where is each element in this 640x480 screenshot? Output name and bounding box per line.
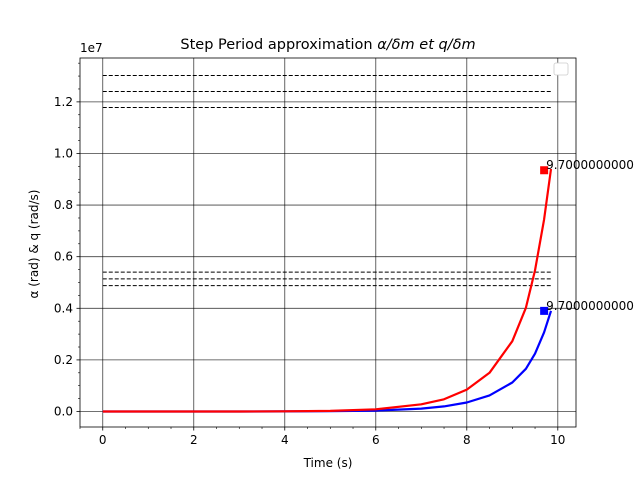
series-line-1 bbox=[102, 310, 553, 413]
legend-box bbox=[553, 62, 569, 76]
y-tick-label-5: 1.0 bbox=[54, 146, 73, 160]
x-tick-label-2: 4 bbox=[281, 433, 289, 447]
y-tick-label-6: 1.2 bbox=[54, 95, 73, 109]
marker-label-1: 9.7000000000 bbox=[546, 299, 634, 313]
marker-1 bbox=[540, 306, 549, 315]
series-line-0 bbox=[102, 168, 553, 413]
x-tick-label-0: 0 bbox=[99, 433, 107, 447]
x-tick-label-3: 6 bbox=[372, 433, 380, 447]
x-tick-label-1: 2 bbox=[190, 433, 198, 447]
chart-title-prefix: Step Period approximation bbox=[180, 37, 377, 53]
plot-area: 9.7000000000 9.7000000000 0 2 4 6 8 10 0.0 0.2 0.4… bbox=[54, 57, 634, 447]
y-tick-label-0: 0.0 bbox=[54, 405, 73, 419]
chart-title: Step Period approximation α/δm et q/δm bbox=[180, 37, 475, 53]
marker-0 bbox=[540, 166, 549, 175]
y-tick-label-1: 0.2 bbox=[54, 353, 73, 367]
x-axis-label: Time (s) bbox=[303, 456, 353, 470]
y-offset-label: 1e7 bbox=[80, 41, 103, 55]
x-tick-label-5: 10 bbox=[550, 433, 565, 447]
y-tick-label-4: 0.8 bbox=[54, 198, 73, 212]
axes-frame bbox=[79, 57, 577, 428]
chart-title-math: α/δm et q/δm bbox=[377, 37, 475, 53]
marker-label-0: 9.7000000000 bbox=[546, 158, 634, 172]
y-tick-label-3: 0.6 bbox=[54, 250, 73, 264]
x-tick-label-4: 8 bbox=[463, 433, 471, 447]
y-axis-label: α (rad) & q (rad/s) bbox=[27, 190, 41, 299]
y-tick-label-2: 0.4 bbox=[54, 301, 73, 315]
